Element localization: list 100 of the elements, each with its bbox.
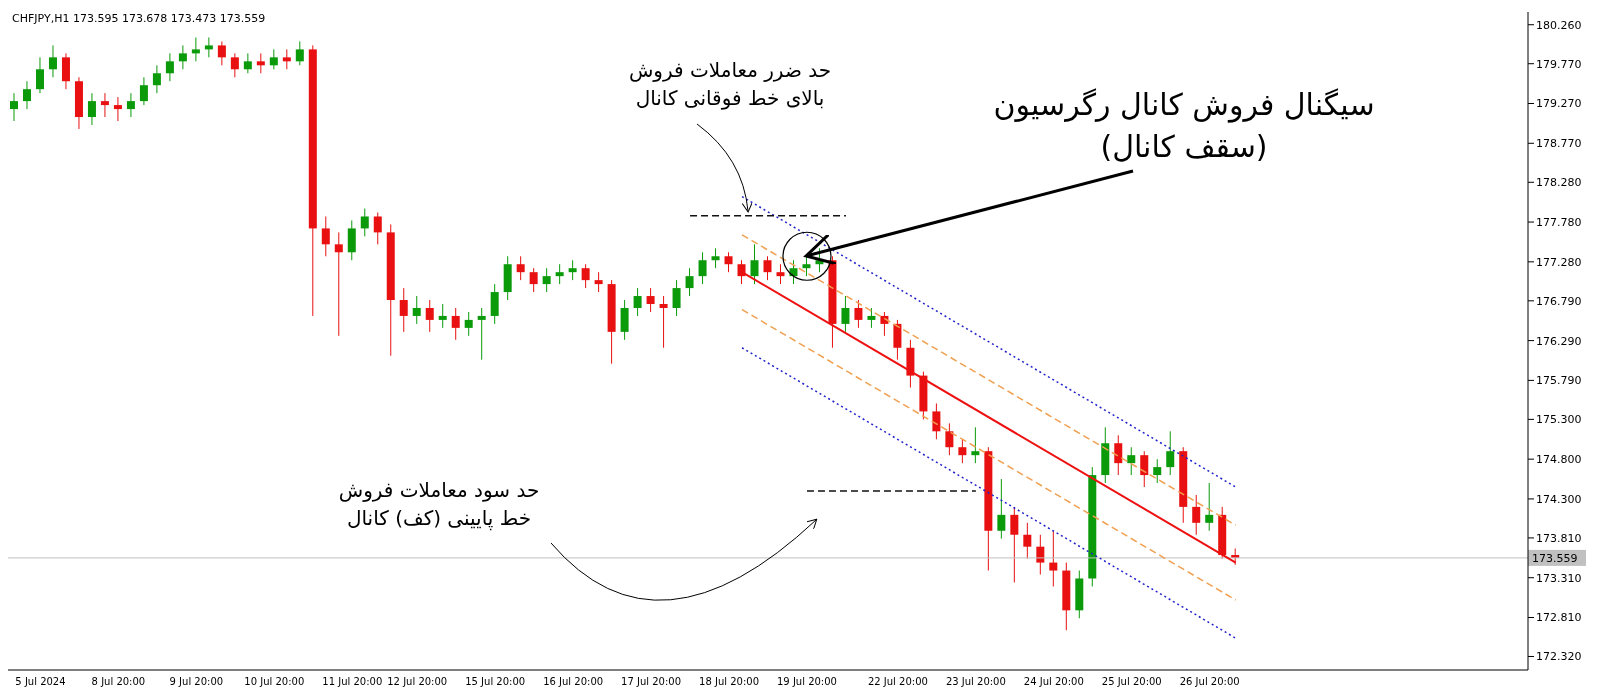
- candlestick: [958, 438, 967, 464]
- candlestick: [1114, 434, 1123, 476]
- candlestick: [10, 92, 18, 122]
- y-tick-label: 179.770: [1536, 57, 1582, 71]
- candlestick: [451, 307, 460, 341]
- candlestick: [464, 311, 473, 337]
- y-tick-label: 174.800: [1536, 453, 1582, 467]
- candlestick: [1153, 458, 1162, 484]
- candlestick: [321, 215, 330, 257]
- candlestick: [945, 422, 954, 456]
- candlestick: [1192, 494, 1201, 536]
- candlestick: [698, 251, 707, 285]
- y-tick-label: 176.790: [1536, 294, 1582, 308]
- candlestick: [399, 287, 408, 333]
- candlestick: [594, 271, 603, 293]
- candlestick: [633, 287, 642, 317]
- y-tick-label: 177.780: [1536, 215, 1582, 229]
- candlestick: [542, 267, 551, 293]
- x-tick-label: 16 Jul 20:00: [543, 676, 604, 688]
- y-tick-label: 175.300: [1536, 413, 1582, 427]
- candlestick: [373, 212, 382, 245]
- candlestick: [685, 267, 694, 297]
- y-tick-label: 173.310: [1536, 571, 1582, 585]
- candlestick: [269, 48, 278, 70]
- candlestick: [672, 279, 681, 317]
- candlestick: [438, 303, 447, 329]
- y-tick-label: 176.290: [1536, 334, 1582, 348]
- candlestick: [763, 255, 772, 281]
- annotation: سیگنال فروش کانال رگرسیون (سقف کانال): [993, 86, 1375, 166]
- y-tick-label: 172.810: [1536, 611, 1582, 625]
- candlestick: [1049, 530, 1058, 587]
- candlestick: [425, 299, 434, 333]
- ref-line-label: 173.559: [1532, 551, 1578, 565]
- candlestick: [178, 44, 187, 70]
- candlestick: [126, 92, 135, 118]
- candlestick: [61, 52, 70, 90]
- annotation: حد ضرر معاملات فروش بالای خط فوقانی کانال: [628, 57, 832, 112]
- candlestick: [204, 36, 213, 58]
- candlestick: [230, 52, 239, 78]
- candlestick: [1010, 506, 1019, 583]
- candlestick: [932, 402, 941, 440]
- y-tick-label: 178.770: [1536, 137, 1582, 151]
- x-tick-label: 25 Jul 20:00: [1101, 676, 1162, 688]
- candlestick: [152, 64, 161, 94]
- candlestick: [48, 44, 57, 78]
- candlestick: [555, 263, 564, 285]
- annotation: حد سود معاملات فروش خط پایینی (کف) کانال: [338, 477, 540, 532]
- candlestick: [1140, 450, 1149, 488]
- candlestick: [35, 56, 44, 94]
- candlestick: [412, 295, 421, 325]
- candlestick: [360, 208, 369, 237]
- candlestick: [100, 92, 109, 118]
- candlestick: [87, 92, 96, 126]
- chart-title: CHFJPY,H1 173.595 173.678 173.473 173.559: [12, 12, 266, 25]
- candlestick: [516, 255, 525, 281]
- candlestick: [854, 299, 863, 329]
- x-tick-label: 5 Jul 2024: [15, 676, 66, 688]
- candlestick: [841, 295, 850, 333]
- candlestick: [1023, 522, 1032, 560]
- y-tick-label: 179.270: [1536, 97, 1582, 111]
- y-tick-label: 174.300: [1536, 492, 1582, 506]
- x-tick-label: 18 Jul 20:00: [699, 676, 760, 688]
- candlestick: [113, 96, 122, 122]
- candlestick: [568, 259, 577, 281]
- x-tick-label: 19 Jul 20:00: [776, 676, 837, 688]
- x-tick-label: 22 Jul 20:00: [867, 676, 928, 688]
- y-tick-label: 180.260: [1536, 18, 1582, 32]
- x-tick-label: 11 Jul 20:00: [322, 676, 383, 688]
- candlestick: [620, 299, 629, 341]
- x-tick-label: 23 Jul 20:00: [945, 676, 1006, 688]
- candlestick: [1127, 446, 1136, 476]
- candlestick: [529, 267, 538, 293]
- candlestick: [295, 40, 304, 66]
- candlestick: [282, 48, 291, 70]
- x-tick-label: 15 Jul 20:00: [465, 676, 526, 688]
- candlestick: [750, 243, 759, 285]
- y-tick-label: 172.320: [1536, 650, 1582, 664]
- candlestick: [477, 307, 486, 361]
- y-tick-label: 178.280: [1536, 176, 1582, 190]
- x-tick-label: 12 Jul 20:00: [387, 676, 448, 688]
- candlestick: [139, 76, 148, 106]
- candlestick: [347, 219, 356, 261]
- candlestick: [802, 255, 811, 277]
- candlestick: [776, 263, 785, 285]
- x-tick-label: 24 Jul 20:00: [1023, 676, 1084, 688]
- y-tick-label: 173.810: [1536, 531, 1582, 545]
- candlestick: [893, 319, 902, 361]
- candlestick: [22, 80, 31, 110]
- candlestick: [243, 52, 252, 74]
- candlestick: [217, 40, 226, 66]
- x-tick-label: 26 Jul 20:00: [1179, 676, 1240, 688]
- candlestick: [997, 478, 1006, 540]
- y-tick-label: 177.280: [1536, 255, 1582, 269]
- x-tick-label: 10 Jul 20:00: [244, 676, 305, 688]
- candlestick: [646, 287, 655, 313]
- candlestick: [659, 295, 668, 349]
- candlestick: [581, 263, 590, 289]
- candlestick: [191, 36, 200, 62]
- y-tick-label: 175.790: [1536, 374, 1582, 388]
- candlestick: [724, 251, 733, 273]
